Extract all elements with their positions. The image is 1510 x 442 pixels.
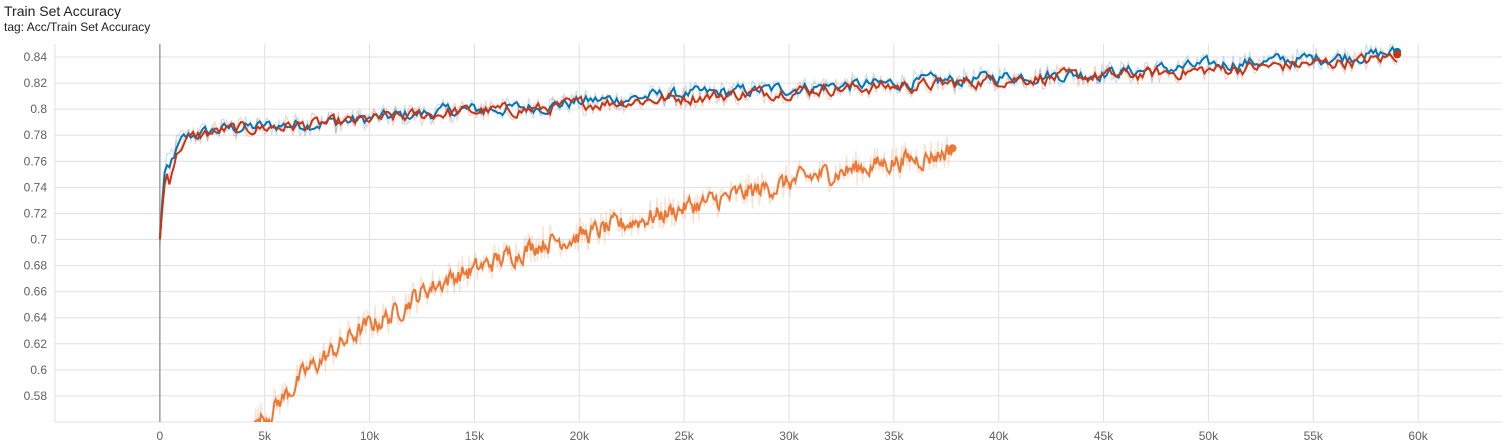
series-raw-line-2 <box>159 48 1398 247</box>
x-tick-label: 15k <box>465 429 485 442</box>
grid <box>54 44 1502 423</box>
x-tick-label: 30k <box>779 429 799 442</box>
y-tick-label: 0.66 <box>24 285 48 299</box>
series-line-3[interactable] <box>253 144 954 425</box>
y-tick-label: 0.58 <box>24 389 48 403</box>
x-tick-label: 60k <box>1408 429 1428 442</box>
y-tick-label: 0.8 <box>30 102 47 116</box>
y-tick-label: 0.68 <box>24 259 48 273</box>
series-group <box>158 44 1402 425</box>
chart-title: Train Set Accuracy <box>4 3 121 19</box>
y-tick-label: 0.64 <box>24 311 48 325</box>
x-tick-label: 0 <box>157 429 164 442</box>
y-axis-ticks: 0.58 0.6 0.62 0.64 0.66 0.68 0.7 0.72 0.74 0.76 0.… <box>24 50 48 403</box>
x-tick-label: 40k <box>989 429 1009 442</box>
y-tick-label: 0.62 <box>24 337 48 351</box>
y-tick-label: 0.74 <box>24 180 48 194</box>
y-tick-label: 0.78 <box>24 128 48 142</box>
series-line-2[interactable] <box>158 52 1398 240</box>
x-tick-label: 55k <box>1304 429 1324 442</box>
x-tick-label: 50k <box>1199 429 1219 442</box>
y-tick-label: 0.7 <box>30 233 47 247</box>
y-tick-label: 0.76 <box>24 154 48 168</box>
y-tick-label: 0.72 <box>24 206 48 220</box>
x-tick-label: 20k <box>570 429 590 442</box>
x-tick-label: 5k <box>258 429 272 442</box>
series-raw-line-3 <box>254 135 954 422</box>
x-tick-label: 10k <box>360 429 380 442</box>
y-tick-label: 0.84 <box>24 50 48 64</box>
y-tick-label: 0.6 <box>30 363 47 377</box>
x-axis-ticks: 0 5k 10k 15k 20k 25k 30k 35k 40k 45k 50k 55k 60k <box>157 429 1429 442</box>
series-end-point-2[interactable] <box>1393 50 1402 59</box>
x-tick-label: 25k <box>674 429 694 442</box>
x-tick-label: 45k <box>1094 429 1114 442</box>
y-tick-label: 0.82 <box>24 76 48 90</box>
chart-tag: tag: Acc/Train Set Accuracy <box>4 20 151 34</box>
series-line-1[interactable] <box>158 45 1398 240</box>
x-tick-label: 35k <box>884 429 904 442</box>
series-end-point-3[interactable] <box>948 144 957 153</box>
